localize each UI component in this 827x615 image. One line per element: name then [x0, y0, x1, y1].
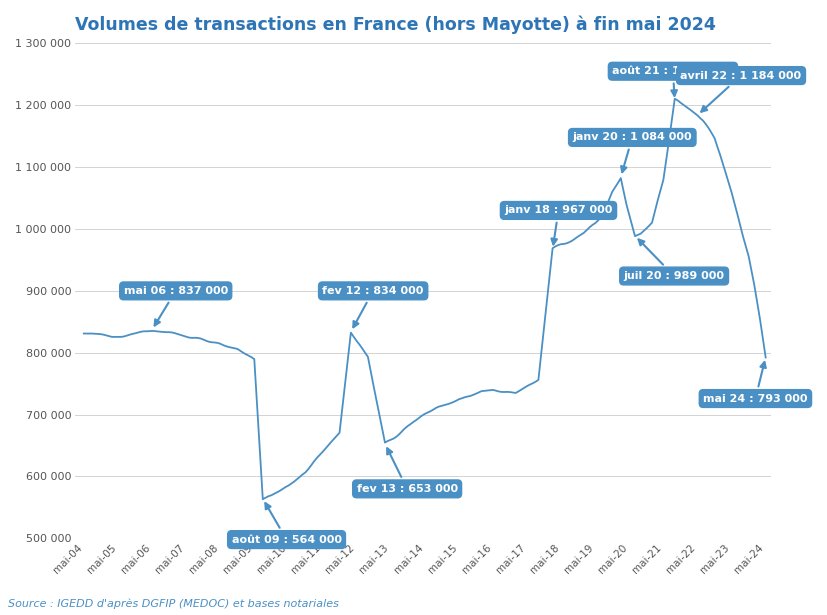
- Text: janv 18 : 967 000: janv 18 : 967 000: [504, 205, 612, 244]
- Text: avril 22 : 1 184 000: avril 22 : 1 184 000: [680, 71, 801, 112]
- Text: mai 06 : 837 000: mai 06 : 837 000: [123, 286, 227, 325]
- Text: fev 13 : 653 000: fev 13 : 653 000: [356, 448, 457, 494]
- Text: mai 24 : 793 000: mai 24 : 793 000: [702, 362, 806, 403]
- Text: janv 20 : 1 084 000: janv 20 : 1 084 000: [571, 132, 691, 172]
- Text: juil 20 : 989 000: juil 20 : 989 000: [623, 239, 724, 281]
- Text: fev 12 : 834 000: fev 12 : 834 000: [322, 286, 423, 327]
- Text: août 09 : 564 000: août 09 : 564 000: [232, 503, 342, 545]
- Text: Volumes de transactions en France (hors Mayotte) à fin mai 2024: Volumes de transactions en France (hors …: [75, 15, 715, 33]
- Text: Source : IGEDD d'après DGFIP (MEDOC) et bases notariales: Source : IGEDD d'après DGFIP (MEDOC) et …: [8, 598, 339, 609]
- Text: août 21 : 1 207 000: août 21 : 1 207 000: [611, 66, 733, 96]
